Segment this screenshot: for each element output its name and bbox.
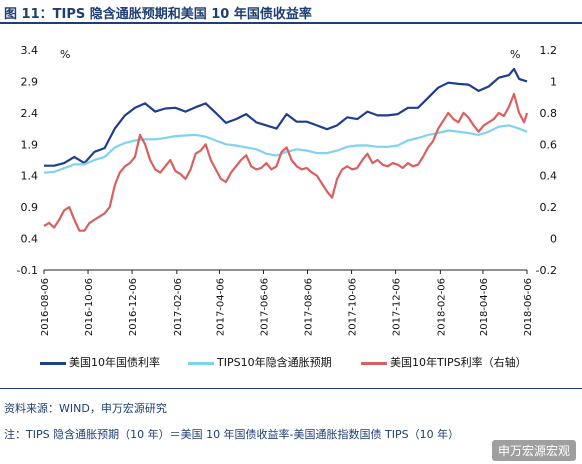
right-tick-label: 0.2 [540, 201, 558, 214]
left-tick-label: -0.1 [17, 264, 38, 277]
legend-label-breakeven: TIPS10年隐含通胀预期 [217, 356, 332, 369]
series-layer [43, 67, 529, 232]
left-tick-label: 3.4 [21, 44, 39, 57]
left-tick-label: 0.4 [21, 233, 39, 246]
x-tick-label: 2017-06-06 [259, 278, 270, 336]
title-divider [0, 22, 582, 24]
bottom-divider [0, 388, 582, 389]
left-tick-label: 1.4 [21, 170, 39, 183]
legend-swatch-tips [361, 361, 387, 365]
legend-label-tips: 美国10年TIPS利率（右轴） [390, 356, 527, 369]
right-tick-label: -0.2 [536, 264, 557, 277]
figure-title: 图 11：TIPS 隐含通胀预期和美国 10 年国债收益率 [0, 0, 582, 24]
series-line-us10y [44, 67, 528, 167]
watermark: 申万宏源宏观 [491, 440, 576, 461]
right-axis-ticks: -0.2 0 0.2 0.4 0.6 0.8 1 1.2 [536, 44, 557, 277]
legend-swatch-us10y [40, 361, 66, 365]
x-axis: 2016-08-06 2016-10-06 2016-12-06 2017-02-06… [40, 269, 534, 336]
chart-legend: 美国10年国债利率 TIPS10年隐含通胀预期 美国10年TIPS利率（右轴） [0, 354, 582, 374]
right-tick-label: 1.2 [540, 44, 558, 57]
source-text: 资料来源：WIND，申万宏源研究 [4, 402, 167, 415]
figure-title-text: 图 11：TIPS 隐含通胀预期和美国 10 年国债收益率 [4, 7, 312, 22]
left-tick-label: 2.4 [21, 107, 39, 120]
legend-item-us10y: 美国10年国债利率 [40, 354, 160, 370]
x-tick-label: 2017-04-06 [215, 278, 226, 336]
note-text: 注：TIPS 隐含通胀预期（10 年）＝美国 10 年国债收益率-美国通胀指数国… [4, 428, 460, 441]
x-tick-label: 2017-10-06 [348, 278, 359, 336]
legend-label-us10y: 美国10年国债利率 [69, 356, 160, 369]
x-tick-label: 2017-12-06 [392, 278, 403, 336]
series-line-tips [43, 92, 529, 232]
right-tick-label: 0.4 [540, 170, 558, 183]
left-axis-ticks: -0.1 0.4 0.9 1.4 1.9 2.4 2.9 3.4 [17, 44, 38, 277]
legend-item-tips: 美国10年TIPS利率（右轴） [361, 354, 527, 370]
x-tick-label: 2018-04-06 [479, 278, 490, 336]
left-tick-label: 2.9 [21, 75, 39, 88]
x-tick-label: 2016-12-06 [128, 278, 139, 336]
right-tick-label: 0.6 [540, 138, 558, 151]
x-tick-label: 2017-08-06 [304, 278, 315, 336]
x-tick-label: 2016-08-06 [40, 278, 51, 336]
left-tick-label: 1.9 [21, 138, 39, 151]
left-axis-unit: % [60, 48, 70, 61]
series-line-breakeven [43, 124, 528, 174]
x-tick-label: 2018-02-06 [436, 278, 447, 336]
right-tick-label: 1 [550, 75, 557, 88]
right-tick-label: 0 [550, 233, 557, 246]
x-tick-label: 2017-02-06 [173, 278, 184, 336]
x-tick-label: 2018-06-06 [523, 278, 534, 336]
right-axis-unit: % [510, 48, 520, 61]
line-chart: -0.1 0.4 0.9 1.4 1.9 2.4 2.9 3.4 -0.2 0 0.2 0.4 0.6… [17, 44, 557, 336]
right-tick-label: 0.8 [540, 107, 558, 120]
x-tick-label: 2016-10-06 [84, 278, 95, 336]
left-tick-label: 0.9 [21, 201, 39, 214]
legend-item-breakeven: TIPS10年隐含通胀预期 [188, 354, 332, 370]
legend-swatch-breakeven [188, 361, 214, 365]
